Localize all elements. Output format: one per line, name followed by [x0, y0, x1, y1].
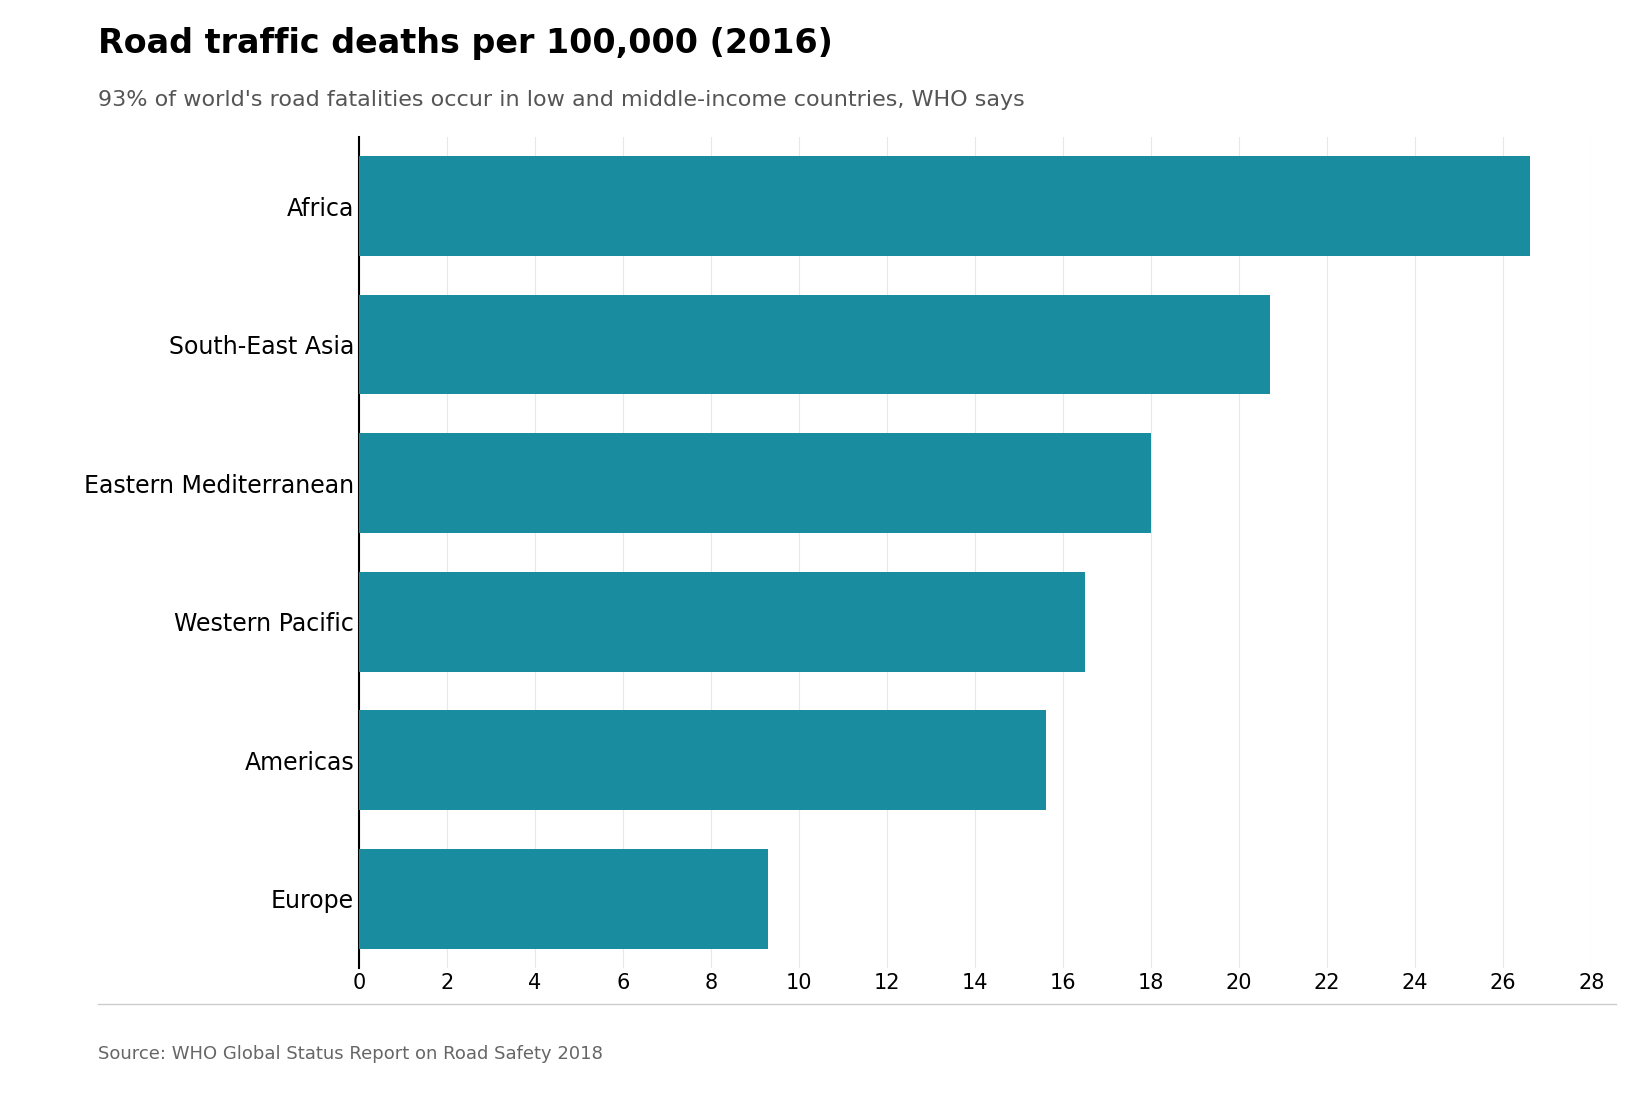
Text: Road traffic deaths per 100,000 (2016): Road traffic deaths per 100,000 (2016): [98, 27, 832, 60]
Text: 93% of world's road fatalities occur in low and middle-income countries, WHO say: 93% of world's road fatalities occur in …: [98, 90, 1025, 109]
Text: B: B: [1577, 1046, 1590, 1061]
Bar: [359, 294, 1270, 395]
Text: B: B: [1537, 1046, 1550, 1061]
Bar: [359, 433, 1151, 533]
Text: C: C: [1617, 1046, 1627, 1061]
Bar: [359, 156, 1529, 256]
Text: Source: WHO Global Status Report on Road Safety 2018: Source: WHO Global Status Report on Road…: [98, 1046, 602, 1063]
Bar: [359, 710, 1046, 811]
Bar: [359, 572, 1085, 672]
Bar: [359, 849, 769, 948]
